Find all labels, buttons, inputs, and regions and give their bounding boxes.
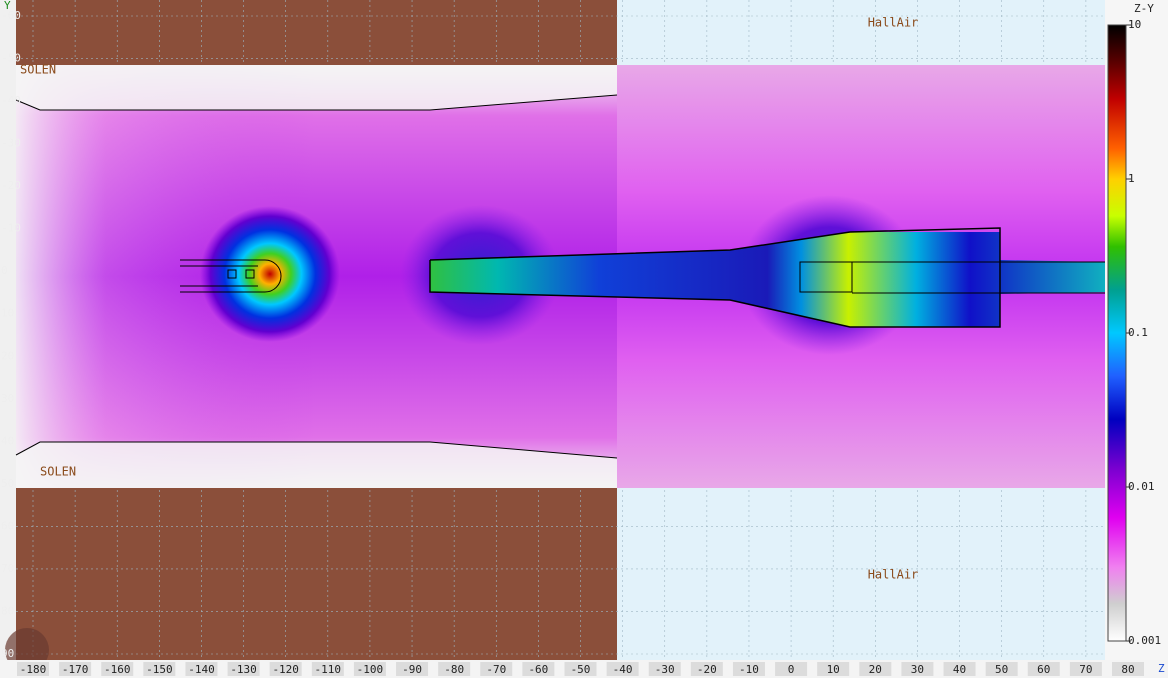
tick-box xyxy=(690,662,723,676)
y-tick-label: -20 xyxy=(1,179,21,192)
tick-box xyxy=(269,662,302,676)
x-tick-label: -10 xyxy=(739,663,759,676)
tick-box xyxy=(143,662,176,676)
hot-spot xyxy=(200,206,340,342)
tick-box xyxy=(564,662,597,676)
x-tick-label: -90 xyxy=(402,663,422,676)
colorbar-label: 1 xyxy=(1128,172,1135,185)
x-tick-label: 0 xyxy=(788,663,795,676)
x-tick-label: -50 xyxy=(571,663,591,676)
tick-box xyxy=(606,662,639,676)
outline xyxy=(15,94,618,111)
tick-box xyxy=(985,662,1018,676)
region-label: HallAir xyxy=(868,568,919,582)
y-tick-label: 20 xyxy=(1,349,14,362)
x-tick-label: -80 xyxy=(444,663,464,676)
tick-box xyxy=(353,662,386,676)
outline xyxy=(429,227,1001,328)
y-tick-label: -60 xyxy=(1,9,21,22)
outline xyxy=(180,259,282,293)
x-tick-label: 40 xyxy=(953,663,966,676)
tick-box xyxy=(185,662,218,676)
y-tick-label: 30 xyxy=(1,392,14,405)
outline xyxy=(15,441,618,459)
x-tick-label: 80 xyxy=(1121,663,1134,676)
x-tick-label: 60 xyxy=(1037,663,1050,676)
y-tick-label: 80 xyxy=(1,604,14,617)
x-tick-label: 50 xyxy=(995,663,1008,676)
y-tick-label: -40 xyxy=(1,94,21,107)
tick-box xyxy=(1027,662,1060,676)
tick-box xyxy=(17,662,49,676)
tick-box xyxy=(775,662,808,676)
tick-box xyxy=(522,662,555,676)
x-tick-label: -30 xyxy=(655,663,675,676)
x-tick-label: -70 xyxy=(486,663,506,676)
x-tick-label: 70 xyxy=(1079,663,1092,676)
y-tick-label: 60 xyxy=(1,519,14,532)
colorbar xyxy=(1107,24,1127,642)
solen-gap-top xyxy=(16,65,617,110)
x-tick-label: -40 xyxy=(613,663,633,676)
x-tick-label: -20 xyxy=(697,663,717,676)
solen-gap-bottom xyxy=(16,442,617,488)
tick-box xyxy=(480,662,513,676)
outline xyxy=(227,269,237,279)
x-tick-label: -110 xyxy=(315,663,342,676)
x-tick-label: -130 xyxy=(230,663,257,676)
x-tick-label: -140 xyxy=(188,663,215,676)
tick-box xyxy=(101,662,134,676)
y-tick-label: 90 xyxy=(1,647,14,660)
y-tick-label: -10 xyxy=(1,222,21,235)
y-tick-label: 50 xyxy=(1,477,14,490)
y-tick-label: 40 xyxy=(1,434,14,447)
y-tick-label: -50 xyxy=(1,52,21,65)
colorbar-title: Z-Y xyxy=(1134,2,1154,15)
colorbar-label: 0.001 xyxy=(1128,634,1161,647)
tick-box xyxy=(396,662,429,676)
tick-box xyxy=(438,662,471,676)
tick-box xyxy=(311,662,344,676)
tick-box xyxy=(648,662,681,676)
tick-box xyxy=(227,662,260,676)
y-tick-label: 70 xyxy=(1,562,14,575)
x-tick-label: -170 xyxy=(62,663,89,676)
outline xyxy=(245,269,255,279)
tick-box xyxy=(817,662,850,676)
tick-box xyxy=(943,662,976,676)
x-tick-label: -160 xyxy=(104,663,131,676)
x-tick-label: -120 xyxy=(272,663,299,676)
tick-box xyxy=(732,662,765,676)
outline xyxy=(799,261,853,293)
x-tick-label: 20 xyxy=(869,663,882,676)
y-tick-label: 10 xyxy=(1,307,14,320)
x-tick-label: 30 xyxy=(911,663,924,676)
tick-box xyxy=(859,662,892,676)
y-tick-label: 0 xyxy=(1,264,8,277)
x-axis-label: Z xyxy=(1158,662,1165,675)
region-label: SOLEN xyxy=(40,465,76,479)
colorbar-label: 10 xyxy=(1128,18,1141,31)
tick-box xyxy=(59,662,92,676)
y-tick-label: -30 xyxy=(1,137,21,150)
x-tick-label: -60 xyxy=(528,663,548,676)
beam-pipe xyxy=(430,232,1105,327)
y-axis-label: Y xyxy=(4,0,11,12)
x-tick-label: 10 xyxy=(827,663,840,676)
x-tick-label: -150 xyxy=(146,663,173,676)
colorbar-label: 0.1 xyxy=(1128,326,1148,339)
tick-box xyxy=(901,662,934,676)
tick-box xyxy=(1112,662,1144,676)
colorbar-label: 0.01 xyxy=(1128,480,1155,493)
tick-box xyxy=(1069,662,1102,676)
x-tick-label: -180 xyxy=(20,663,47,676)
x-tick-label: -100 xyxy=(357,663,384,676)
region-label: HallAir xyxy=(868,16,919,30)
region-label: SOLEN xyxy=(20,63,56,77)
